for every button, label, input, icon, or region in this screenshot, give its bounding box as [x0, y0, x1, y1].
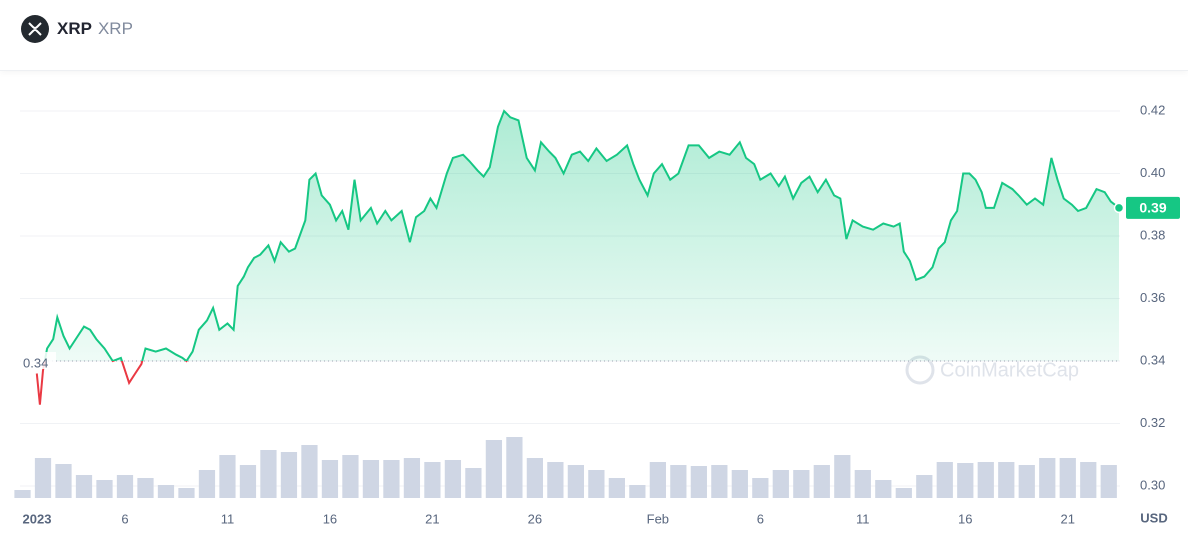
volume-bar [198, 470, 216, 498]
y-tick-label: 0.38 [1140, 227, 1165, 242]
volume-bar [485, 440, 503, 498]
baseline-label-bg [20, 352, 56, 369]
watermark: CoinMarketCap [940, 359, 1079, 381]
volume-bar [14, 490, 31, 498]
volume-bar [998, 462, 1015, 498]
volume-bar [178, 488, 195, 498]
volume-bar [444, 460, 462, 498]
volume-bar [567, 465, 584, 498]
volume-bar [239, 465, 257, 498]
x-tick-label: 11 [221, 511, 235, 526]
volume-bar [629, 485, 646, 498]
volume-bar [1059, 458, 1076, 498]
volume-bar [506, 437, 523, 498]
volume-bar [588, 470, 605, 498]
volume-bar [280, 452, 298, 498]
volume-bar [342, 455, 359, 498]
chart: CoinMarketCap USD 0.30 0.32 0.34 0.36 0.38 0.… [14, 102, 1180, 526]
volume-bar [649, 462, 666, 498]
volume-bar [670, 465, 687, 498]
x-tick-label: 6 [757, 511, 764, 526]
volume-bar [916, 475, 933, 498]
y-tick-label: 0.30 [1140, 477, 1165, 492]
price-line [43, 109, 1120, 361]
volume-bar [772, 470, 789, 498]
volume-bar [793, 470, 810, 498]
coin-icon [21, 15, 49, 43]
y-tick-label: 0.42 [1140, 102, 1165, 117]
volume-bar [465, 468, 482, 498]
volume-bar [731, 470, 748, 498]
volume-bar [137, 478, 154, 498]
y-tick-label: 0.32 [1140, 415, 1165, 430]
volume-bar [936, 462, 953, 498]
y-tick-label: 0.40 [1140, 165, 1165, 180]
volume-bar [977, 462, 994, 498]
x-tick-label: Feb [647, 511, 669, 526]
x-tick-label: 16 [323, 511, 337, 526]
x-tick-label: 26 [528, 511, 542, 526]
x-tick-label: 21 [425, 511, 439, 526]
volume-bar [752, 478, 769, 498]
y-tick-label: 0.36 [1140, 290, 1165, 305]
volume-bar [219, 455, 236, 498]
volume-bar [1100, 465, 1117, 498]
price-area [36, 111, 1119, 361]
baseline-label: 0.34 [23, 355, 48, 370]
volume-bar [321, 460, 339, 498]
volume-bar [1039, 458, 1056, 498]
last-price-label: 0.39 [1139, 200, 1166, 216]
volume-bar [854, 470, 871, 498]
volume-bar [260, 450, 277, 498]
volume-bar [96, 480, 113, 498]
volume-bar [34, 458, 52, 498]
volume-bar [55, 464, 72, 498]
x-tick-label: 11 [856, 511, 870, 526]
x-tick-label: 21 [1061, 511, 1075, 526]
volume-bar [383, 460, 400, 498]
volume-bar [895, 488, 912, 498]
volume-bar [116, 475, 134, 498]
volume-bar [608, 478, 625, 498]
x-tick-label: 6 [121, 511, 128, 526]
x-tick-label: 2023 [23, 511, 52, 526]
coin-symbol: XRP [57, 19, 92, 38]
volume-bar [157, 485, 175, 498]
header: XRP XRP [0, 0, 1188, 71]
last-price-badge [1126, 196, 1180, 219]
volume-bar [75, 475, 93, 498]
volume-bar [690, 466, 707, 498]
volume-bar [813, 465, 830, 498]
y-unit: USD [1140, 510, 1167, 525]
volume-bar [362, 460, 380, 498]
volume-bar [424, 462, 441, 498]
coin-name: XRP [97, 19, 133, 38]
volume-bar [957, 463, 974, 498]
volume-bar [1080, 462, 1097, 498]
volume-bar [403, 458, 421, 498]
volume-bar [834, 455, 851, 498]
y-tick-label: 0.34 [1140, 352, 1165, 367]
volume-bar [301, 445, 318, 498]
volume-bar [1018, 465, 1035, 498]
volume-bar [711, 465, 728, 498]
last-point [1113, 202, 1125, 214]
volume-bar [547, 462, 564, 498]
volume-bar [526, 458, 544, 498]
volume-bar [875, 480, 892, 498]
x-tick-label: 16 [958, 511, 972, 526]
